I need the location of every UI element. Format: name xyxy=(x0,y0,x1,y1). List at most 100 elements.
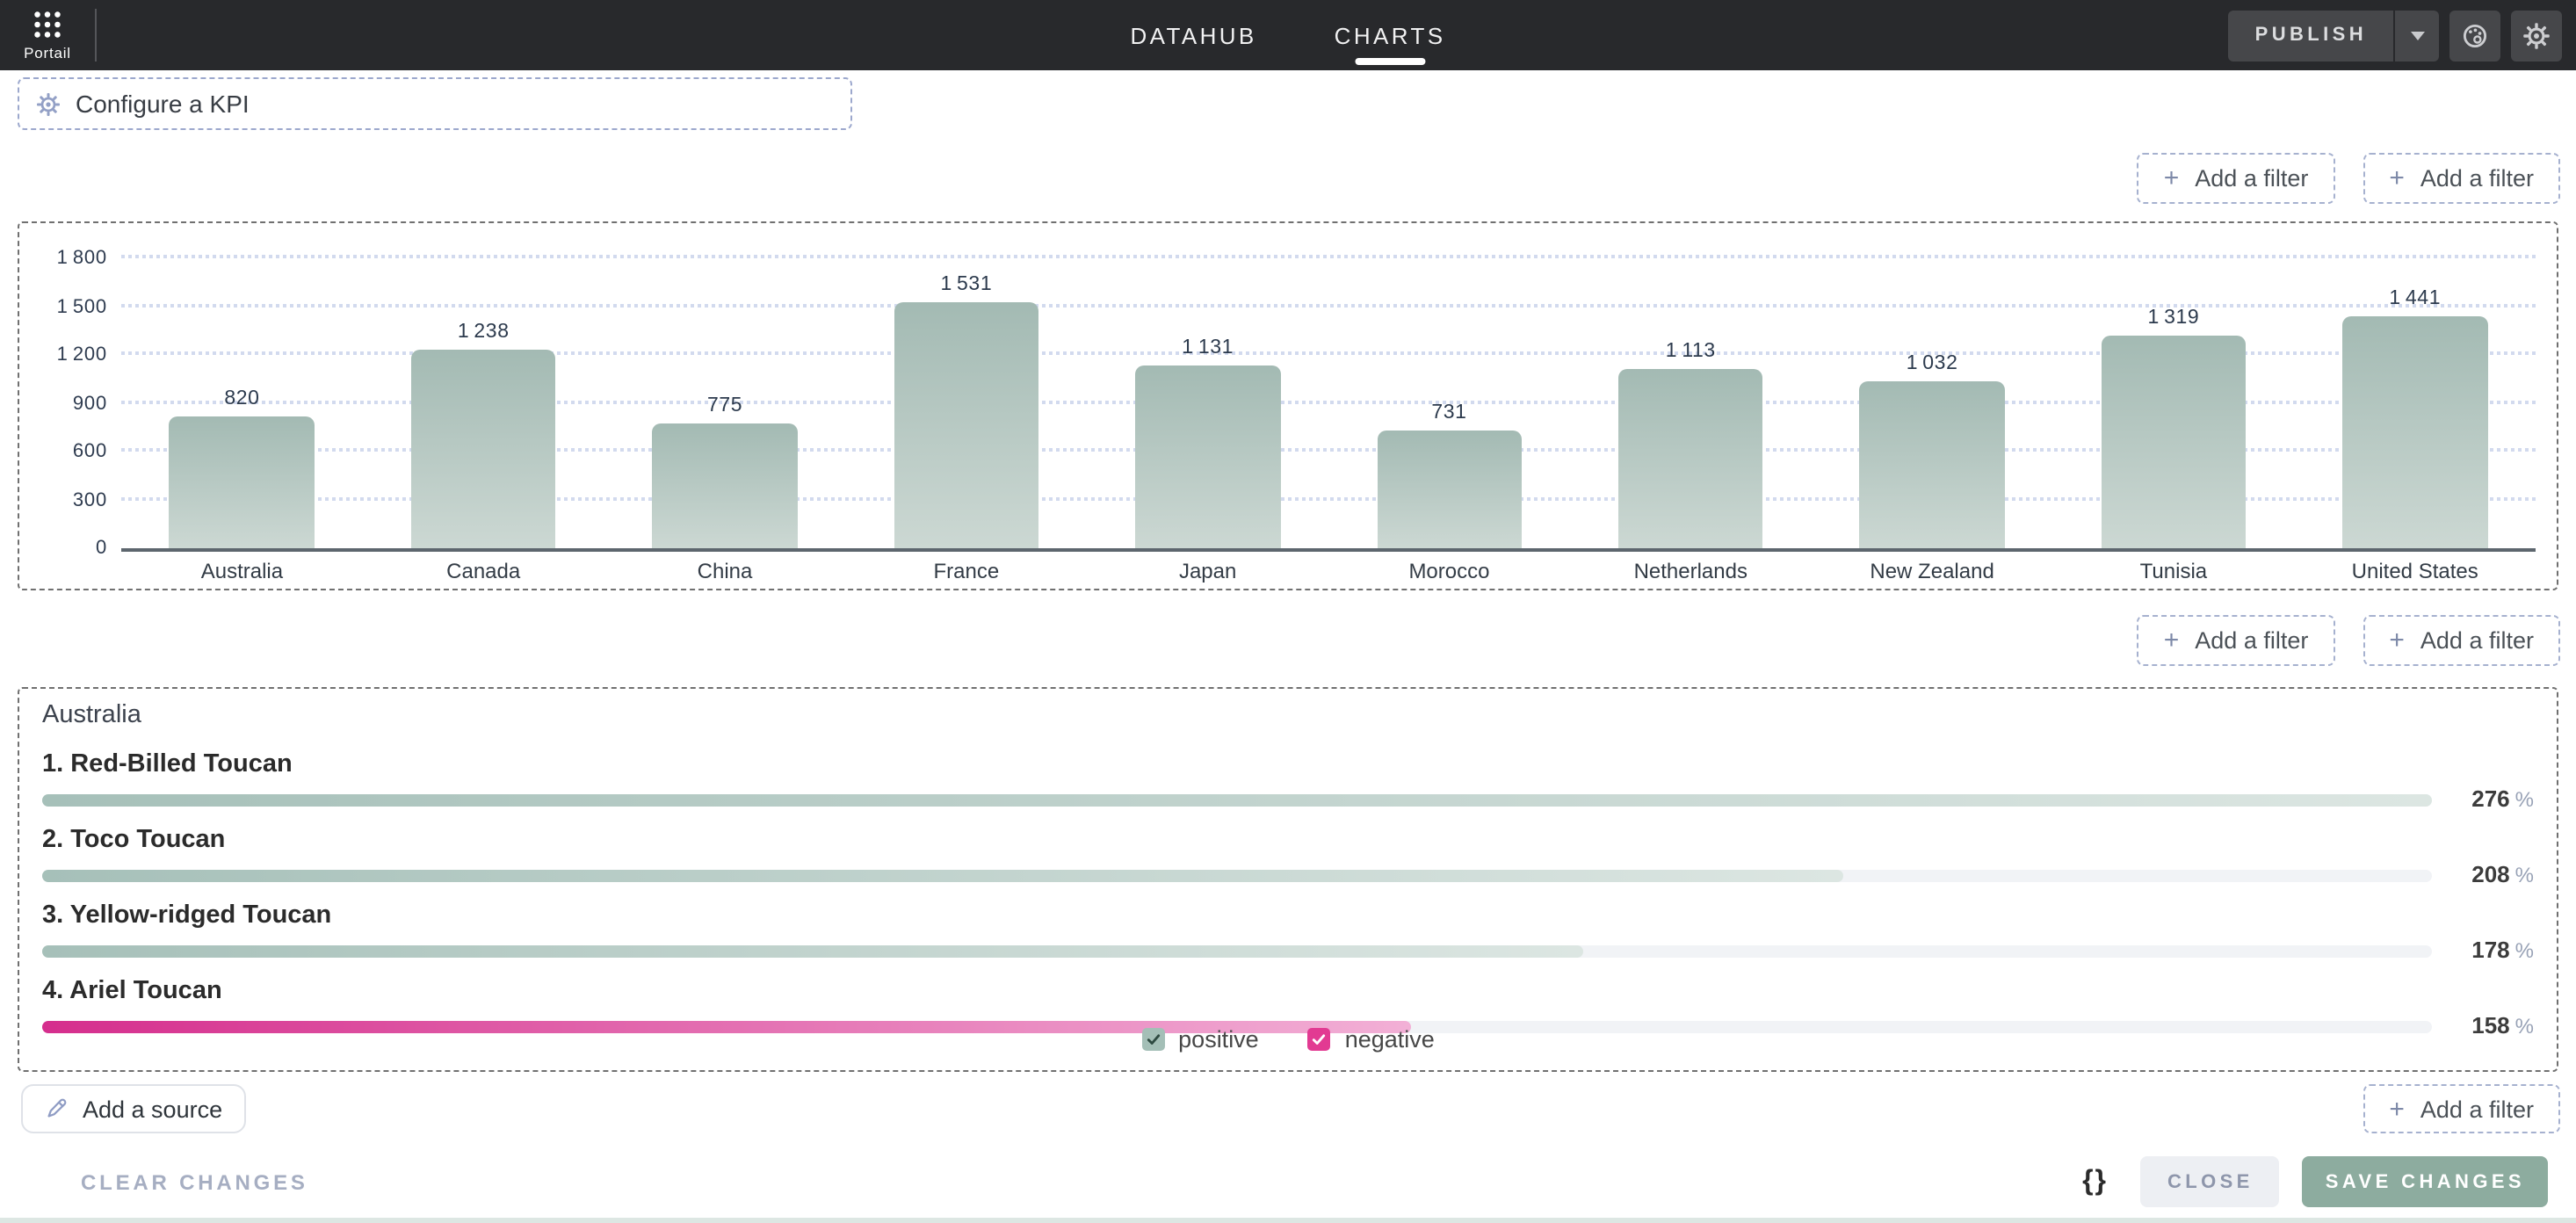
json-braces-button[interactable]: {} xyxy=(2072,1164,2118,1199)
theme-palette-button[interactable] xyxy=(2449,10,2500,61)
progress-fill-positive xyxy=(42,793,2432,806)
x-axis-label: Netherlands xyxy=(1633,559,1747,583)
ranking-bar-line: 178% xyxy=(42,935,2534,966)
tab-charts[interactable]: CHARTS xyxy=(1335,0,1446,70)
percent-sign: % xyxy=(2514,1014,2534,1038)
bar-value-label: 1 238 xyxy=(457,321,510,343)
ranking-item-label: 2. Toco Toucan xyxy=(42,826,226,854)
save-changes-button[interactable]: SAVE CHANGES xyxy=(2302,1156,2548,1207)
settings-button[interactable] xyxy=(2511,10,2562,61)
percentage-number: 158 xyxy=(2471,1012,2510,1038)
close-button[interactable]: CLOSE xyxy=(2140,1156,2280,1207)
bar xyxy=(1859,381,2005,548)
x-axis-label: Japan xyxy=(1178,559,1237,583)
app-name: Portail xyxy=(24,44,71,62)
add-filter-button[interactable]: + Add a filter xyxy=(2363,1084,2560,1133)
bar-value-label: 775 xyxy=(706,394,743,416)
bar-column: 1 319 xyxy=(2053,258,2295,548)
footer-bar: CLEAR CHANGES {} CLOSE SAVE CHANGES xyxy=(0,1146,2576,1218)
bar-column: 1 238 xyxy=(363,258,604,548)
clear-changes-button[interactable]: CLEAR CHANGES xyxy=(70,1168,319,1196)
ranking-panel: Australia 1. Red-Billed Toucan 276% 2. Toc… xyxy=(18,687,2558,1072)
legend-label: negative xyxy=(1344,1026,1435,1053)
ranking-item-label: 1. Red-Billed Toucan xyxy=(42,750,293,778)
percentage-value: 178% xyxy=(2432,935,2534,966)
publish-button[interactable]: PUBLISH xyxy=(2228,10,2393,61)
main-tabs: DATAHUB CHARTS xyxy=(1130,0,1445,70)
ranking-bar-line: 208% xyxy=(42,859,2534,891)
percentage-value: 158% xyxy=(2432,1010,2534,1042)
percent-sign: % xyxy=(2514,787,2534,812)
ranking-item-label: 3. Yellow-ridged Toucan xyxy=(42,901,332,930)
publish-dropdown-button[interactable] xyxy=(2395,10,2439,61)
gridline xyxy=(121,448,2536,452)
check-icon xyxy=(1147,1034,1160,1045)
add-filter-button[interactable]: + Add a filter xyxy=(2363,153,2560,204)
bar xyxy=(1135,365,1281,548)
bar-value-label: 1 531 xyxy=(940,273,993,295)
add-filter-button[interactable]: + Add a filter xyxy=(2363,615,2560,666)
y-axis-tick: 300 xyxy=(72,489,107,510)
tab-datahub[interactable]: DATAHUB xyxy=(1130,22,1257,48)
gridline xyxy=(121,400,2536,403)
add-source-button[interactable]: Add a source xyxy=(21,1084,246,1133)
positive-checkbox[interactable] xyxy=(1141,1028,1165,1051)
publish-group: PUBLISH xyxy=(2228,10,2439,61)
add-filter-button[interactable]: + Add a filter xyxy=(2137,153,2335,204)
chart-filter-row: + Add a filter + Add a filter xyxy=(2137,153,2560,204)
bar-column: 1 113 xyxy=(1570,258,1812,548)
top-bar: Portail DATAHUB CHARTS PUBLISH xyxy=(0,0,2576,70)
percentage-number: 208 xyxy=(2471,861,2510,887)
ranking-title: Australia xyxy=(42,701,141,729)
add-source-label: Add a source xyxy=(83,1096,223,1122)
bar-columns: 820 1 238 775 1 531 1 131 731 1 113 1 032 1 319 1… xyxy=(121,258,2536,548)
chevron-down-icon xyxy=(2410,31,2424,40)
ranking-list: 1. Red-Billed Toucan 276% 2. Toco Toucan 20… xyxy=(42,750,2534,1042)
ranking-bar-line: 158% xyxy=(42,1010,2534,1042)
app-launcher[interactable]: Portail xyxy=(0,0,95,70)
gridline xyxy=(121,351,2536,355)
bar-column: 775 xyxy=(604,258,846,548)
footer-actions: {} CLOSE SAVE CHANGES xyxy=(2072,1156,2548,1207)
configure-kpi-button[interactable]: Configure a KPI xyxy=(18,77,852,130)
x-axis-label: New Zealand xyxy=(1870,559,1994,583)
bar-column: 1 131 xyxy=(1087,258,1328,548)
gridline xyxy=(121,255,2536,258)
configure-kpi-label: Configure a KPI xyxy=(76,90,250,118)
bar-chart-panel: 0 300 600 900 1 200 1 500 1 800 820 1 238 775 1 53… xyxy=(18,221,2558,590)
bar-value-label: 1 441 xyxy=(2389,287,2442,309)
ranking-filter-row: + Add a filter + Add a filter xyxy=(2137,615,2560,666)
percentage-number: 178 xyxy=(2471,937,2510,963)
progress-track xyxy=(42,869,2432,881)
pencil-icon xyxy=(47,1098,67,1118)
topbar-actions: PUBLISH xyxy=(2228,10,2562,61)
progress-track xyxy=(42,1020,2432,1032)
bar-column: 820 xyxy=(121,258,363,548)
negative-checkbox[interactable] xyxy=(1307,1028,1331,1051)
plus-icon: + xyxy=(2163,163,2180,193)
plus-icon: + xyxy=(2389,626,2405,655)
percentage-value: 208% xyxy=(2432,859,2534,891)
x-axis-labels: Australia Canada China France Japan Morocco Ne… xyxy=(121,559,2536,583)
bar xyxy=(2342,315,2488,548)
ranking-row: 4. Ariel Toucan 158% xyxy=(42,977,2534,1042)
bottom-filter-row: + Add a filter xyxy=(2363,1084,2560,1133)
legend-item-negative[interactable]: negative xyxy=(1307,1026,1435,1053)
ranking-row: 2. Toco Toucan 208% xyxy=(42,826,2534,891)
bar xyxy=(410,349,556,548)
plus-icon: + xyxy=(2163,626,2180,655)
add-filter-button[interactable]: + Add a filter xyxy=(2137,615,2335,666)
kpi-gear-icon xyxy=(37,92,60,115)
legend-label: positive xyxy=(1178,1026,1259,1053)
legend-item-positive[interactable]: positive xyxy=(1141,1026,1259,1053)
x-axis-label: France xyxy=(933,559,1000,583)
percent-sign: % xyxy=(2514,938,2534,963)
y-axis-tick: 900 xyxy=(72,393,107,414)
x-axis-label: Tunisia xyxy=(2139,559,2208,583)
ranking-row: 1. Red-Billed Toucan 276% xyxy=(42,750,2534,815)
bar-column: 1 531 xyxy=(845,258,1087,548)
progress-fill-positive xyxy=(42,869,1843,881)
bottom-accent-strip xyxy=(0,1218,2576,1223)
gridline xyxy=(121,496,2536,500)
plus-icon: + xyxy=(2389,163,2405,193)
